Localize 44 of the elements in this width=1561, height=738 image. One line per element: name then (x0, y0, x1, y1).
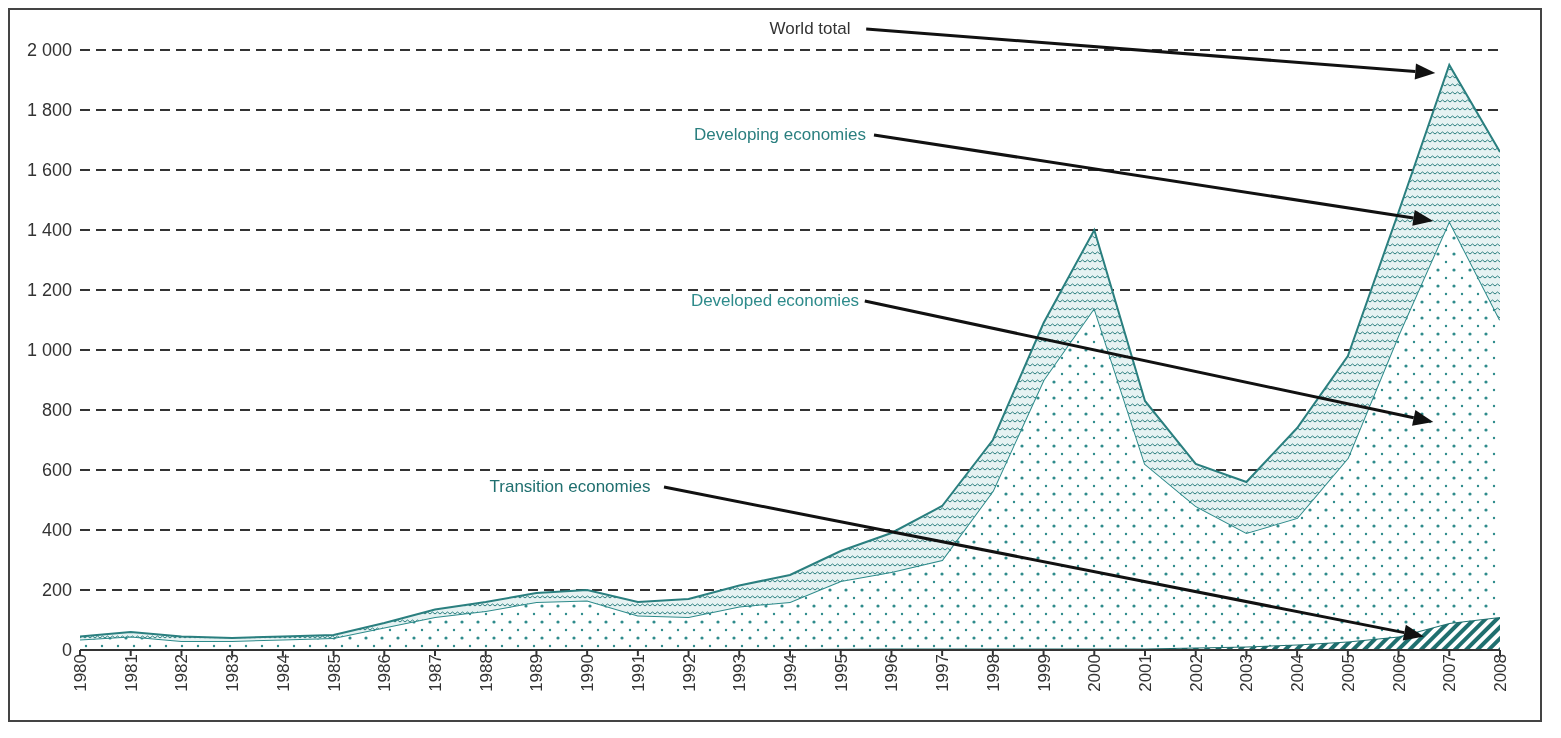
x-tick-label: 1999 (1034, 654, 1054, 692)
x-tick-label: 1986 (375, 654, 395, 692)
y-tick-label: 1 800 (26, 100, 72, 121)
x-tick-label: 1982 (172, 654, 192, 692)
x-tick-label: 2005 (1338, 654, 1358, 692)
x-tick-label: 1998 (983, 654, 1003, 692)
y-tick-label: 1 600 (26, 160, 72, 181)
y-tick-label: 1 200 (26, 280, 72, 301)
x-tick-label: 1992 (679, 654, 699, 692)
x-tick-label: 1984 (273, 654, 293, 692)
x-tick-label: 2008 (1491, 654, 1511, 692)
y-tick-label: 400 (41, 520, 72, 541)
x-tick-label: 2003 (1237, 654, 1257, 692)
text: Developed economies (690, 291, 860, 310)
y-tick-label: 200 (41, 580, 72, 601)
x-tick-label: 1981 (121, 654, 141, 692)
x-tick-label: 2001 (1136, 654, 1156, 692)
text: Developing economies (694, 125, 866, 144)
x-tick-label: 2006 (1389, 654, 1409, 692)
text: World total (769, 19, 851, 38)
y-tick-label: 600 (41, 460, 72, 481)
x-tick-label: 1987 (426, 654, 446, 692)
y-tick-label: 0 (61, 640, 72, 661)
y-tick-label: 2 000 (26, 40, 72, 61)
x-tick-label: 1988 (476, 654, 496, 692)
y-tick-label: 1 000 (26, 340, 72, 361)
x-tick-label: 1993 (730, 654, 750, 692)
x-tick-label: 1980 (71, 654, 91, 692)
x-tick-label: 2004 (1288, 654, 1308, 692)
x-tick-label: 1996 (882, 654, 902, 692)
x-tick-label: 2002 (1186, 654, 1206, 692)
y-tick-label: 800 (41, 400, 72, 421)
x-tick-label: 1995 (831, 654, 851, 692)
text: Transition economies (489, 477, 651, 496)
x-tick-label: 1997 (933, 654, 953, 692)
x-tick-label: 1985 (324, 654, 344, 692)
x-tick-label: 1990 (578, 654, 598, 692)
x-tick-label: 1989 (527, 654, 547, 692)
x-tick-label: 1983 (223, 654, 243, 692)
y-tick-label: 1 400 (26, 220, 72, 241)
x-tick-label: 2007 (1440, 654, 1460, 692)
x-tick-label: 1994 (781, 654, 801, 692)
x-tick-label: 2000 (1085, 654, 1105, 692)
x-tick-label: 1991 (628, 654, 648, 692)
